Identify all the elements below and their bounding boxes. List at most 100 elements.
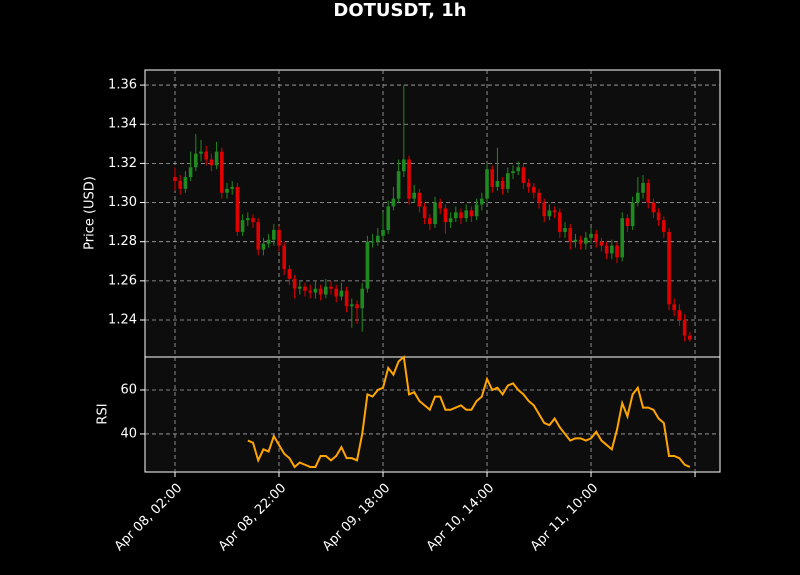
candle-body: [526, 182, 531, 187]
candle-body: [422, 206, 427, 219]
candle-body: [594, 233, 599, 242]
candle-body: [459, 212, 463, 219]
candle-body: [266, 239, 271, 244]
rsi-panel: [144, 356, 721, 473]
candle-body: [688, 335, 692, 340]
candle-body: [277, 229, 281, 246]
candle-body: [636, 192, 640, 203]
y-tick-label: 60: [120, 382, 137, 397]
candle-body: [292, 278, 297, 289]
candle-body: [537, 192, 541, 203]
candle-body: [391, 198, 396, 207]
candle-body: [625, 218, 630, 227]
y-tick-label: 1.32: [108, 156, 137, 171]
rsi-axis-label: RSI: [96, 403, 111, 424]
candle-body: [506, 173, 510, 189]
candle-body: [396, 171, 401, 199]
candle-body: [662, 220, 666, 232]
candle-body: [376, 235, 380, 242]
candle-body: [402, 159, 406, 172]
candle-body: [220, 151, 224, 193]
candle-body: [287, 269, 292, 279]
candle-body: [381, 229, 385, 236]
candle-body: [303, 286, 307, 291]
y-tick-label: 1.30: [108, 195, 137, 210]
candle-body: [672, 304, 677, 311]
candle-body: [542, 202, 547, 217]
y-tick-label: 1.28: [108, 234, 137, 249]
candle-body: [573, 239, 578, 242]
candle-body: [563, 227, 567, 232]
candle-body: [246, 218, 250, 221]
candle-body: [261, 243, 266, 250]
candle-body: [448, 218, 453, 223]
candle-body: [355, 304, 359, 309]
candle-body: [272, 229, 276, 240]
candle-body: [386, 206, 391, 230]
candle-body: [480, 198, 484, 205]
candle-body: [298, 286, 302, 289]
candle-body: [365, 241, 370, 289]
y-tick-label: 1.36: [108, 78, 137, 93]
candle-body: [407, 159, 411, 199]
candle-body: [194, 153, 198, 168]
candle-body: [547, 210, 552, 217]
candle-body: [428, 218, 432, 225]
rsi-line: [247, 355, 691, 469]
candle-body: [469, 210, 474, 217]
y-tick-label: 1.24: [108, 312, 137, 327]
y-tick-label: 40: [120, 426, 137, 441]
candle-body: [370, 241, 375, 243]
candle-body: [589, 233, 593, 238]
candle-body: [282, 245, 287, 270]
candle-body: [433, 202, 437, 225]
candle-body: [251, 218, 255, 223]
candle-body: [485, 169, 489, 199]
candle-body: [204, 151, 209, 160]
candle-body: [454, 212, 458, 219]
candle-body: [256, 222, 261, 250]
candle-body: [438, 202, 443, 209]
x-tick-label: Apr 10, 14:00: [424, 481, 497, 554]
candle-body: [610, 245, 614, 254]
candle-body: [329, 286, 333, 289]
candle-body: [199, 151, 203, 154]
candle-body: [558, 212, 562, 232]
candle-body: [641, 182, 645, 193]
candle-body: [240, 220, 245, 232]
candle-body: [500, 181, 505, 189]
chart-title: DOTUSDT, 1h: [333, 0, 466, 21]
candle-body: [344, 290, 349, 307]
candle-body: [318, 288, 323, 295]
candle-body: [339, 290, 344, 297]
candle-body: [188, 167, 193, 178]
candle-body: [516, 167, 521, 172]
candle-body: [568, 227, 573, 242]
x-tick-label: Apr 08, 02:00: [112, 481, 185, 554]
candle-body: [417, 192, 422, 207]
x-tick-label: Apr 11, 10:00: [528, 481, 601, 554]
candle-body: [412, 192, 417, 199]
candle-body: [225, 188, 229, 193]
x-tick-label: Apr 09, 18:00: [320, 481, 393, 554]
candle-body: [490, 169, 495, 187]
candle-body: [511, 171, 515, 174]
candle-body: [495, 181, 500, 187]
candle-body: [308, 290, 313, 293]
x-tick-label: Apr 08, 22:00: [216, 481, 289, 554]
candle-body: [443, 208, 448, 223]
candle-body: [474, 204, 479, 217]
candle-body: [464, 210, 469, 219]
candle-body: [214, 151, 219, 166]
candle-body: [682, 319, 687, 336]
candle-body: [620, 218, 625, 258]
candle-body: [350, 304, 354, 307]
y-axis-label: Price (USD): [83, 176, 98, 250]
candle-body: [651, 202, 656, 213]
candle-body: [604, 245, 609, 254]
candle-body: [209, 159, 214, 166]
candle-body: [183, 177, 188, 189]
candle-body: [173, 177, 177, 182]
candle-body: [324, 286, 328, 295]
